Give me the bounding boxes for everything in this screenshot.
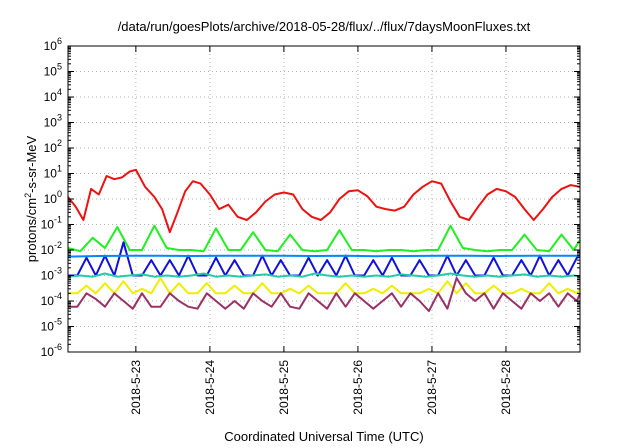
x-tick-label: 2018-5-27 xyxy=(425,360,439,415)
y-tick-label: 102 xyxy=(44,138,62,155)
x-tick-label: 2018-5-23 xyxy=(129,360,143,415)
y-tick-label: 10-3 xyxy=(41,266,62,283)
series-line-4 xyxy=(67,254,581,258)
series-line-7 xyxy=(68,277,581,313)
series-line-3 xyxy=(68,241,581,277)
series-layer xyxy=(67,168,581,313)
y-axis-label-superscript: 2 xyxy=(23,193,33,198)
x-tick-label: 2018-5-24 xyxy=(203,360,217,415)
y-tick-label: 105 xyxy=(44,62,62,79)
y-axis-label: protons/cm2-s-sr-MeV xyxy=(23,135,39,262)
y-tick-label: 10-4 xyxy=(41,291,62,308)
y-axis-label-rest: -s-sr-MeV xyxy=(24,135,39,192)
y-tick-label: 104 xyxy=(44,87,62,104)
x-axis: 2018-5-23 2018-5-24 2018-5-25 2018-5-26 2018… xyxy=(129,46,513,415)
series-line-2 xyxy=(67,224,581,253)
x-axis-label: Coordinated Universal Time (UTC) xyxy=(224,429,423,444)
y-tick-label: 103 xyxy=(44,113,62,130)
y-tick-label: 101 xyxy=(44,164,62,181)
y-tick-label: 10-1 xyxy=(41,215,62,232)
x-tick-label: 2018-5-28 xyxy=(499,360,513,415)
y-tick-label: 10-6 xyxy=(41,342,62,359)
y-tick-label: 100 xyxy=(44,189,62,206)
series-line-1 xyxy=(67,168,581,234)
y-axis: 10-6 10-5 10-4 10-3 10-2 10-1 100 101 102 103 104 1… xyxy=(41,36,580,359)
y-tick-label: 10-5 xyxy=(41,317,62,334)
x-tick-label: 2018-5-25 xyxy=(277,360,291,415)
series-line-5 xyxy=(67,272,581,278)
x-tick-label: 2018-5-26 xyxy=(351,360,365,415)
y-tick-label: 106 xyxy=(44,36,62,53)
chart-title: /data/run/goesPlots/archive/2018-05-28/f… xyxy=(118,19,531,34)
y-axis-label-base: protons/cm xyxy=(24,198,39,262)
y-tick-label: 10-2 xyxy=(41,240,62,257)
series-line-6 xyxy=(68,277,581,295)
